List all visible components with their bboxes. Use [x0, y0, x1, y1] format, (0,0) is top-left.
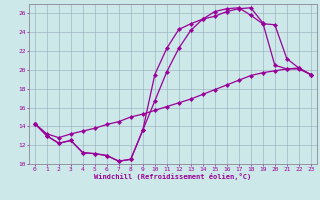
- X-axis label: Windchill (Refroidissement éolien,°C): Windchill (Refroidissement éolien,°C): [94, 173, 252, 180]
